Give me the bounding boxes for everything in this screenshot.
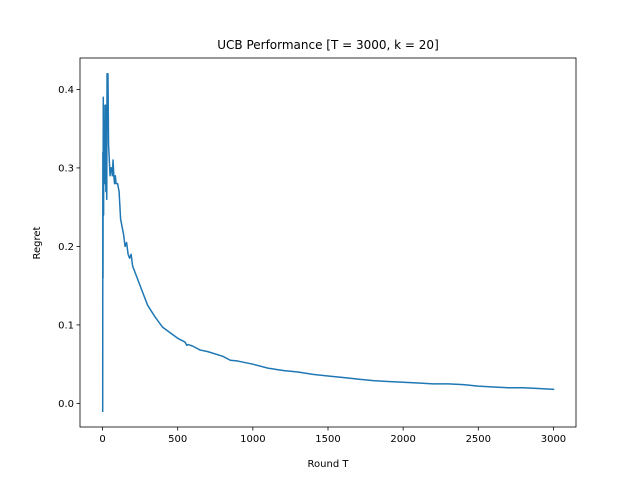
- y-tick-label: 0.1: [58, 320, 74, 331]
- y-tick-label: 0.2: [58, 242, 74, 253]
- series-line-0: [101, 72, 555, 413]
- plot-area: [79, 57, 577, 428]
- x-tick-label: 0: [99, 434, 105, 445]
- y-axis-label: Regret: [32, 226, 43, 259]
- x-tick-label: 500: [168, 434, 187, 445]
- x-tick-label: 3000: [541, 434, 566, 445]
- y-axis: 0.0 0.1 0.2 0.3 0.4: [58, 85, 80, 410]
- plot-background: [80, 58, 576, 427]
- x-axis-label: Round T: [308, 459, 350, 470]
- y-tick-label: 0.4: [58, 85, 74, 96]
- y-tick-label: 0.0: [58, 399, 74, 410]
- x-tick-label: 1000: [240, 434, 265, 445]
- x-tick-label: 1500: [315, 434, 340, 445]
- y-tick-label: 0.3: [58, 163, 74, 174]
- x-tick-label: 2500: [466, 434, 491, 445]
- x-tick-label: 2000: [390, 434, 415, 445]
- x-axis: 0 500 1000 1500 2000 2500 3000: [99, 427, 566, 445]
- chart-title: UCB Performance [T = 3000, k = 20]: [217, 38, 439, 52]
- series-layer: [101, 72, 555, 413]
